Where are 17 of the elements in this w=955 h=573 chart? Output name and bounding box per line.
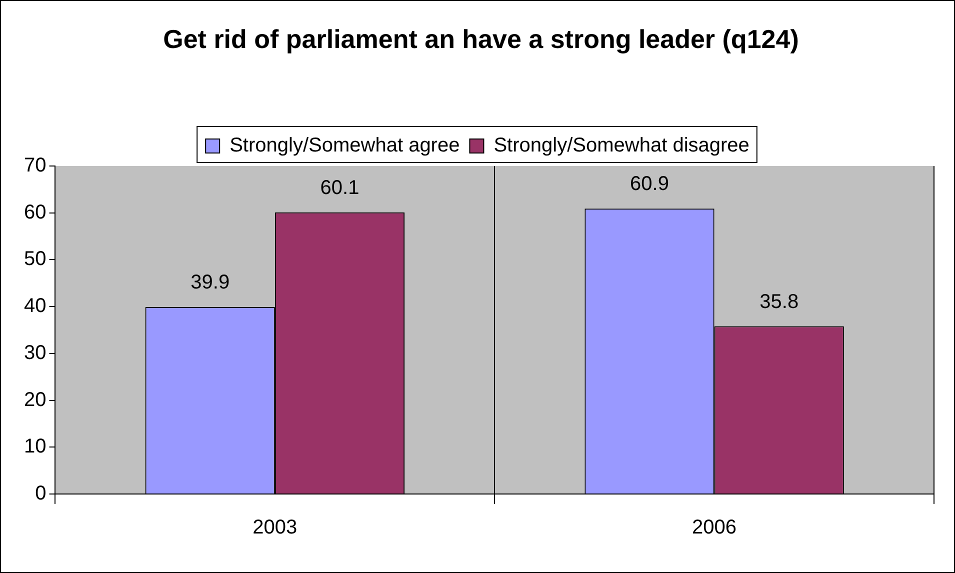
y-tick-label: 30 [24, 342, 46, 364]
data-label: 60.1 [320, 176, 360, 199]
legend-label: Strongly/Somewhat disagree [494, 134, 750, 157]
y-tick-label: 50 [24, 248, 46, 270]
chart-title: Get rid of parliament an have a strong leader (q124) [162, 23, 800, 56]
y-tick-label: 60 [24, 201, 46, 224]
data-label: 39.9 [190, 272, 230, 294]
y-tick-label: 10 [24, 436, 46, 458]
y-tick-label: 40 [24, 295, 46, 318]
legend-label: Strongly/Somewhat agree [230, 134, 460, 157]
x-tick-label: 2003 [252, 516, 298, 539]
y-tick-label: 70 [24, 154, 46, 177]
y-tick-label: 20 [24, 388, 46, 411]
y-tick-label: 0 [35, 482, 46, 505]
x-tick-label: 2006 [692, 516, 737, 539]
data-label: 60.9 [630, 173, 669, 196]
data-label: 35.8 [760, 290, 799, 313]
